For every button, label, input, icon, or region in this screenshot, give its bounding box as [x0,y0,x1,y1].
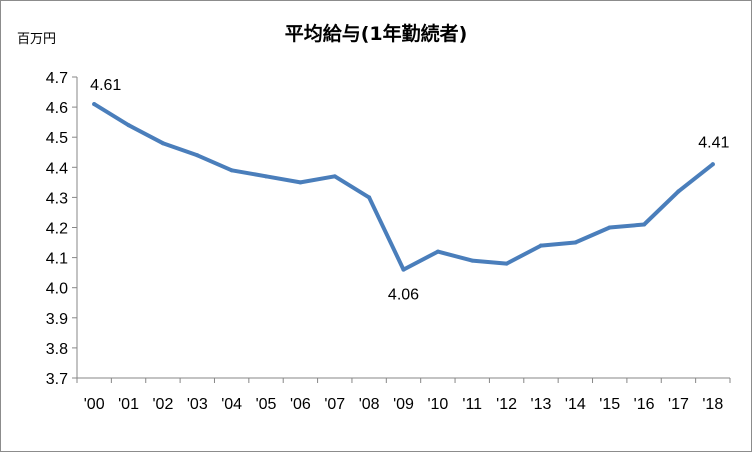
x-tick-label: '17 [668,396,689,413]
x-tick-label: '16 [634,396,655,413]
y-tick-label: 4.2 [46,221,68,238]
x-tick-label: '12 [496,396,517,413]
y-tick-label: 4.3 [46,190,68,207]
data-point [126,123,131,128]
data-labels: 4.61 4.06 4.41 [90,77,729,304]
data-point [229,168,234,173]
data-point [332,174,337,179]
data-point [642,222,647,227]
data-label: 4.06 [388,287,419,304]
data-point [710,162,715,167]
x-tick-label: '00 [84,396,105,413]
y-tick-label: 3.7 [46,371,68,388]
y-tick-label: 4.6 [46,100,68,117]
y-tick-label: 4.0 [46,281,68,298]
y-tick-label: 3.8 [46,341,68,358]
x-tick-label: '14 [565,396,586,413]
x-tick-label: '02 [152,396,173,413]
x-tick-label: '01 [118,396,139,413]
x-tick-label: '06 [290,396,311,413]
x-tick-label: '13 [531,396,552,413]
data-point [676,189,681,194]
data-point [470,258,475,263]
data-label: 4.61 [90,77,121,94]
data-point [92,102,97,107]
data-point [264,174,269,179]
x-tick-label: '11 [462,396,482,413]
x-tick-label: '09 [393,396,414,413]
data-point [435,249,440,254]
chart-title: 平均給与(1年勤続者) [285,22,468,45]
y-tick-label: 3.9 [46,311,68,328]
series-layer [92,102,715,272]
data-point [607,225,612,230]
x-tick-label: '05 [256,396,277,413]
y-tick-label: 4.5 [46,130,68,147]
y-tick-label: 4.1 [46,251,68,268]
y-tick-label: 4.4 [46,160,68,177]
x-tick-label: '04 [221,396,242,413]
x-axis-ticks: '00 '01 '02 '03 '04 '05 '06 '07 '08 '09 '10 '11 '12 '… [76,378,731,413]
x-tick-label: '03 [187,396,208,413]
data-point [367,195,372,200]
y-axis-ticks: 3.7 3.8 3.9 4.0 4.1 4.2 4.3 4.4 4.5 4.6 4.7 [46,70,77,388]
x-tick-label: '10 [427,396,448,413]
y-axis-unit-label: 百万円 [17,32,56,47]
data-point [195,153,200,158]
series-line [92,102,715,272]
data-point [401,267,406,272]
y-tick-label: 4.7 [46,70,68,87]
data-label: 4.41 [698,134,729,151]
data-point [298,180,303,185]
data-point [538,243,543,248]
data-point [504,261,509,266]
x-tick-label: '08 [359,396,380,413]
x-tick-label: '07 [324,396,345,413]
data-point [160,141,165,146]
x-tick-label: '18 [702,396,723,413]
x-tick-label: '15 [599,396,620,413]
data-point [573,240,578,245]
